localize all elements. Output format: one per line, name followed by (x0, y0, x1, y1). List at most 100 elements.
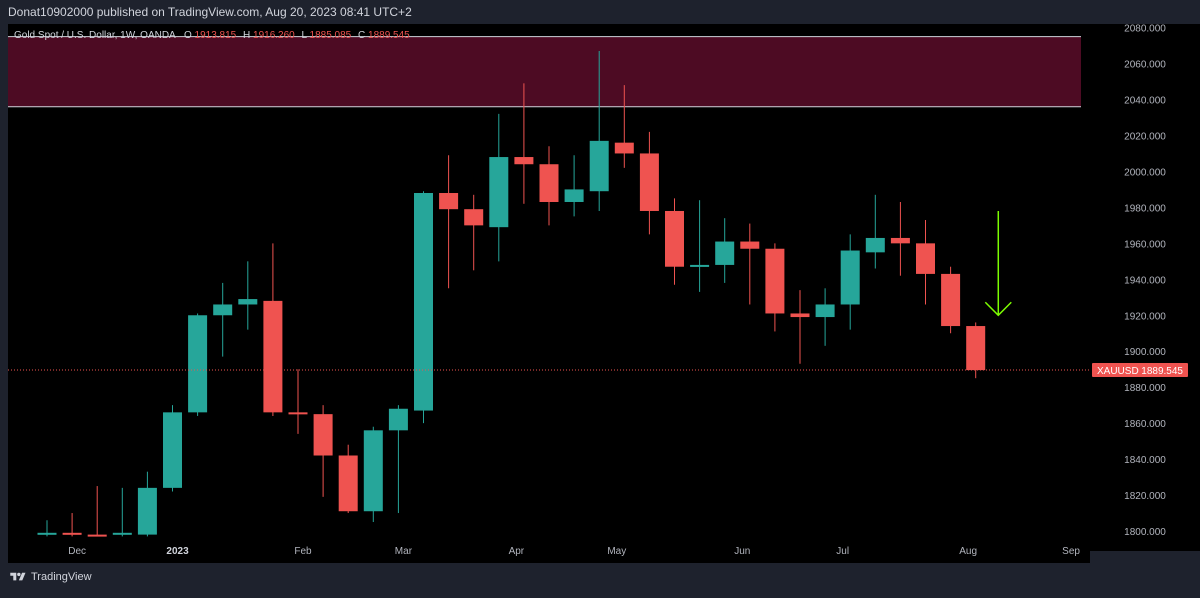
price-tick-label: 1820.000 (1124, 491, 1166, 502)
down-arrow-annotation[interactable] (984, 210, 1012, 317)
symbol-legend: Gold Spot / U.S. Dollar, 1W, OANDA O 191… (14, 30, 410, 41)
candle[interactable] (288, 369, 308, 434)
candle-body (313, 414, 333, 456)
legend-close-label: C (358, 30, 365, 41)
candle-body (213, 304, 233, 316)
candle-body (840, 250, 860, 305)
price-tick-label: 1980.000 (1124, 203, 1166, 214)
candle-body (514, 157, 534, 165)
candle-body (966, 326, 986, 371)
candle[interactable] (388, 405, 408, 514)
candle[interactable] (815, 288, 835, 346)
time-tick-label: Mar (395, 546, 413, 557)
candle-body (439, 193, 459, 210)
candle-body (263, 300, 283, 413)
price-tick-label: 1900.000 (1124, 347, 1166, 358)
candles-layer (37, 50, 986, 537)
candle[interactable] (188, 313, 208, 416)
candle[interactable] (87, 486, 107, 537)
candle-body (639, 153, 659, 211)
resistance-zone[interactable] (8, 36, 1081, 107)
candle[interactable] (112, 487, 132, 537)
time-axis[interactable]: Dec 2023 Feb Mar Apr May Jun Jul Aug Sep (68, 546, 1080, 557)
candle-body (690, 264, 710, 267)
price-tick-label: 1860.000 (1124, 419, 1166, 430)
time-tick-label: Sep (1062, 546, 1080, 557)
candle[interactable] (790, 290, 810, 364)
candle[interactable] (765, 243, 785, 332)
price-tick-label: 2080.000 (1124, 24, 1166, 35)
candle-body (87, 534, 107, 537)
candle[interactable] (916, 219, 935, 305)
resistance-zone-layer (8, 36, 1081, 108)
candle-body (865, 237, 885, 253)
tradingview-logo-icon (10, 572, 26, 581)
candle[interactable] (564, 155, 584, 217)
candle[interactable] (37, 520, 57, 537)
candle[interactable] (163, 405, 182, 492)
legend-open-label: O (184, 30, 192, 41)
time-tick-label: 2023 (166, 546, 189, 557)
brand-text: TradingView (31, 571, 92, 583)
time-tick-label: Aug (959, 546, 977, 557)
candle[interactable] (639, 131, 659, 235)
candle-body (163, 412, 182, 488)
candle-body (37, 532, 57, 535)
time-tick-label: Jun (734, 546, 750, 557)
candle[interactable] (740, 223, 760, 305)
candle[interactable] (238, 261, 258, 330)
candle-body (589, 140, 609, 192)
publish-header: Donat10902000 published on TradingView.c… (0, 0, 1200, 24)
time-tick-label: Apr (509, 546, 525, 557)
candle[interactable] (840, 234, 860, 330)
last-price-layer: XAUUSD 1889.545 (8, 363, 1188, 378)
arrow-layer (984, 210, 1012, 317)
candle-body (916, 243, 935, 274)
price-tick-label: 1880.000 (1124, 383, 1166, 394)
candle-body (790, 313, 810, 318)
candle[interactable] (941, 266, 961, 334)
candle[interactable] (514, 83, 534, 204)
candle-body (62, 532, 82, 535)
candle[interactable] (263, 243, 283, 416)
candle-body (489, 157, 509, 228)
candle[interactable] (665, 198, 684, 285)
candle[interactable] (890, 201, 910, 276)
tradingview-brand[interactable]: TradingView (10, 571, 92, 583)
candle[interactable] (489, 113, 509, 262)
candle[interactable] (414, 191, 433, 424)
candle[interactable] (338, 444, 358, 514)
candle-body (338, 455, 358, 512)
candle-body (388, 408, 408, 431)
candle[interactable] (589, 50, 609, 211)
candle[interactable] (213, 282, 233, 357)
price-tick-label: 2000.000 (1124, 167, 1166, 178)
candle[interactable] (966, 322, 986, 379)
candle[interactable] (690, 200, 710, 292)
candle[interactable] (614, 85, 634, 168)
price-tick-label: 2040.000 (1124, 96, 1166, 107)
price-tick-label: 2020.000 (1124, 131, 1166, 142)
time-tick-label: May (607, 546, 626, 557)
price-tick-label: 1800.000 (1124, 527, 1166, 538)
candle[interactable] (137, 471, 157, 537)
svg-text:Gold Spot / U.S. Dollar, 1W, O: Gold Spot / U.S. Dollar, 1W, OANDA O 191… (14, 30, 410, 41)
time-tick-label: Jul (836, 546, 849, 557)
price-axis[interactable]: 1800.000 1820.000 1840.000 1860.000 1880.000… (1124, 24, 1166, 538)
candle-body (464, 209, 484, 226)
candle[interactable] (439, 155, 459, 289)
candle[interactable] (464, 194, 484, 271)
candle[interactable] (715, 218, 735, 283)
candle-body (238, 299, 258, 305)
candle[interactable] (865, 194, 885, 269)
candle-body (188, 315, 208, 413)
candle[interactable] (363, 426, 383, 523)
candle-body (539, 164, 559, 202)
candle[interactable] (313, 405, 333, 497)
time-tick-label: Feb (294, 546, 312, 557)
candle[interactable] (539, 146, 559, 226)
candle-body (288, 412, 308, 415)
candle[interactable] (62, 513, 82, 537)
